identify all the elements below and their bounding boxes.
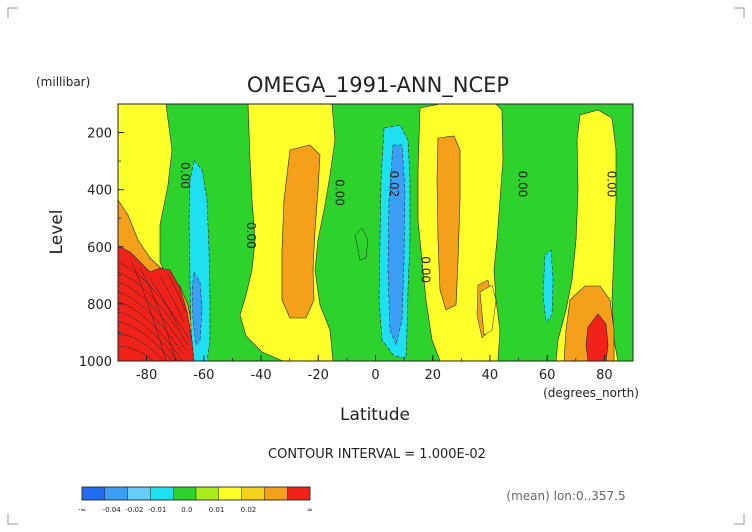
x-tick-label: -40 [250,368,271,383]
colorbar: -∞ -0.04 -0.02 -0.01 0.0 0.01 0.02 ∞ [78,486,313,514]
contour-label: 0.00 [418,256,432,283]
colorbar-label: 0.01 [209,506,225,514]
y-axis: 200 400 600 800 1000 [79,103,124,370]
y-tick-label: 800 [87,298,112,313]
contour-region-red-right [585,313,609,361]
y-tick-label: 600 [87,241,112,256]
colorbar-label: -0.04 [103,506,122,514]
contour-region-orange-center-right [436,135,461,311]
contour-labels: 0.00 0.00 0.00 0.02 0.00 0.00 0.00 [178,162,618,283]
contour-label: 0.00 [332,179,346,206]
y-tick-label: 400 [87,184,112,199]
colorbar-label: -0.01 [148,506,166,514]
x-tick-label: -60 [193,368,214,383]
contour-label: 0.00 [604,171,618,198]
y-tick-label: 200 [87,127,112,142]
colorbar-swatch [287,486,311,501]
corner-marks [7,7,745,525]
footnote-label: (mean) lon:0..357.5 [506,489,625,503]
x-tick-label: 60 [539,368,556,383]
colorbar-swatch [195,486,219,501]
x-tick-label: -20 [308,368,329,383]
x-units-label: (degrees_north) [543,386,639,400]
contour-region-orange-mid-left [281,144,321,319]
contour-region-cyan-right [542,249,554,323]
x-tick-label: 0 [371,368,379,383]
x-axis: -80 -60 -40 -20 0 20 40 60 80 [117,355,634,383]
contour-region-blue-left [191,271,203,346]
contour-lines-red-left [118,261,191,361]
colorbar-swatch [241,486,265,501]
colorbar-swatch [104,486,128,501]
colorbar-swatch [172,486,197,501]
contour-region-yellow-small [479,284,497,336]
chart-title: OMEGA_1991-ANN_NCEP [247,73,509,98]
colorbar-swatch [264,486,288,501]
colorbar-label: -∞ [78,506,86,514]
contour-region-green-island [354,227,369,261]
colorbar-swatch [218,486,242,501]
x-tick-label: 40 [482,368,499,383]
contour-region-blue-center [387,144,406,346]
colorbar-swatch [150,486,174,501]
x-tick-label: -80 [136,368,157,383]
colorbar-swatch [127,486,151,501]
y-tick-label: 1000 [79,355,112,370]
contour-label: 0.00 [516,171,530,198]
colorbar-swatch [81,486,105,501]
y-units-label: (millibar) [36,75,90,89]
contour-label: 0.00 [244,222,258,249]
contour-field [118,104,633,361]
colorbar-label: 0.02 [241,506,257,514]
contour-label: 0.02 [387,171,401,198]
colorbar-label: -0.02 [125,506,143,514]
colorbar-label: ∞ [307,506,313,514]
colorbar-label: 0.0 [181,506,192,514]
contour-label: 0.00 [178,162,192,189]
x-axis-label: Latitude [340,405,410,425]
x-tick-label: 20 [424,368,441,383]
colorbar-frame [81,486,311,501]
x-tick-label: 80 [596,368,613,383]
contour-interval-label: CONTOUR INTERVAL = 1.000E-02 [268,447,486,462]
y-axis-label: Level [47,210,67,255]
